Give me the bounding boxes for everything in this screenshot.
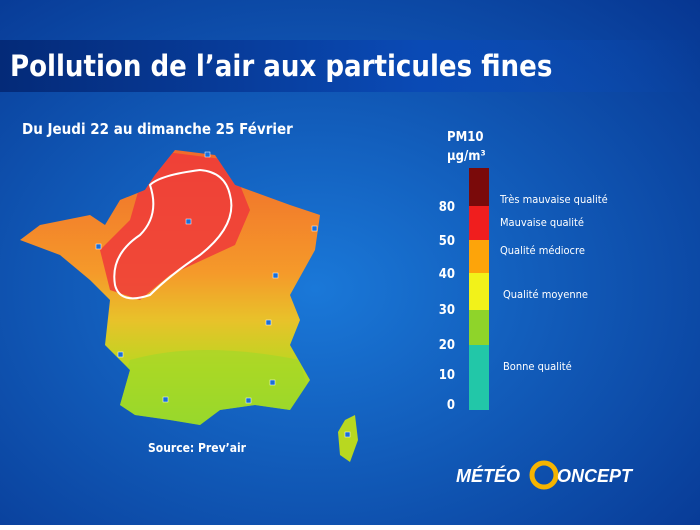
logo-right: ONCEPT — [557, 466, 634, 486]
color-band — [469, 273, 489, 310]
tick-label: 30 — [439, 303, 455, 318]
cities — [95, 151, 351, 438]
tick-label: 40 — [439, 267, 455, 282]
corsica — [338, 415, 358, 462]
color-band — [469, 206, 489, 240]
color-band — [469, 168, 489, 206]
tick-label: 50 — [439, 234, 455, 249]
tick-label: 20 — [439, 338, 455, 353]
legend-title: PM10 — [447, 130, 484, 145]
title-bar — [0, 40, 700, 92]
logo-left: MÉTÉO — [456, 465, 520, 486]
source: Source: Prev’air — [148, 441, 247, 455]
color-band — [469, 345, 489, 410]
color-band — [469, 310, 489, 345]
tick-label: 80 — [439, 200, 455, 215]
logo-icon — [529, 460, 559, 490]
pollution-zone — [100, 150, 250, 300]
band-label: Qualité moyenne — [503, 288, 588, 301]
band-label: Mauvaise qualité — [500, 216, 584, 229]
zone-outline — [113, 168, 233, 300]
legend: PM10 µg/m³ Bonne qualité Qualité moyenne Q… — [439, 130, 608, 413]
legend-unit: µg/m³ — [447, 149, 486, 164]
tick-label: 0 — [447, 398, 455, 413]
logo: MÉTÉO ONCEPT — [456, 460, 634, 490]
band-label: Bonne qualité — [503, 360, 572, 373]
band-label: Très mauvaise qualité — [499, 193, 608, 206]
period: Du Jeudi 22 au dimanche 25 Février — [22, 120, 293, 138]
title: Pollution de l’air aux particules fines — [10, 49, 552, 83]
band-label: Qualité médiocre — [500, 244, 585, 257]
tick-label: 10 — [439, 368, 455, 383]
color-band — [469, 240, 489, 273]
